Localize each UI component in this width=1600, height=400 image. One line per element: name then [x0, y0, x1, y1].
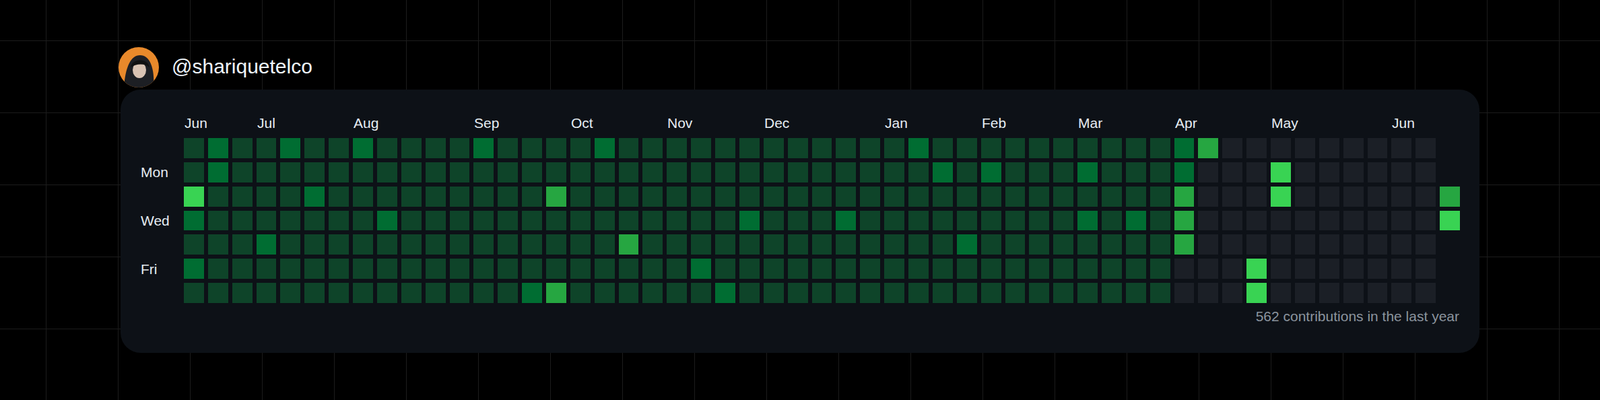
svg-text:Nov: Nov — [667, 115, 693, 131]
svg-text:Fri: Fri — [140, 261, 158, 277]
svg-text:Jul: Jul — [257, 115, 276, 131]
svg-text:May: May — [1271, 115, 1299, 131]
svg-text:Jan: Jan — [884, 115, 908, 131]
svg-text:Aug: Aug — [353, 115, 379, 131]
svg-text:Oct: Oct — [571, 115, 594, 131]
svg-text:Jun: Jun — [184, 115, 208, 131]
svg-text:Dec: Dec — [764, 115, 790, 131]
svg-text:Mon: Mon — [140, 164, 169, 180]
html-text:@shariquetelco: @shariquetelco — [171, 55, 313, 78]
html-text:562 contributions in the last: 562 contributions in the last year — [1255, 308, 1460, 324]
svg-text:Apr: Apr — [1175, 115, 1198, 131]
svg-text:Jun: Jun — [1391, 115, 1415, 131]
svg-text:Sep: Sep — [474, 115, 499, 131]
svg-text:Feb: Feb — [981, 115, 1007, 131]
svg-text:Wed: Wed — [140, 212, 170, 229]
svg-text:Mar: Mar — [1078, 115, 1103, 131]
